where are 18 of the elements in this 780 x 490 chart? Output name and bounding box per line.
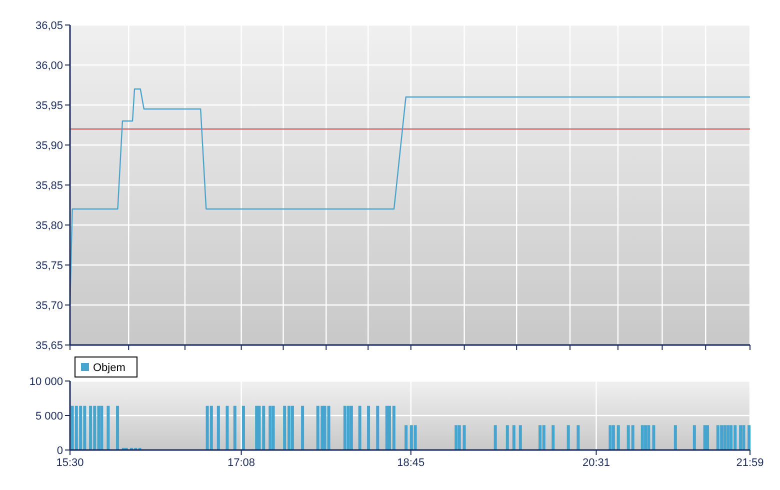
x-tick-label: 20:31 [582,457,610,469]
y-tick-label: 35,80 [35,220,63,232]
x-tick-label: 18:45 [397,457,425,469]
y-tick-label: 35,90 [35,140,63,152]
x-tick-label: 17:08 [228,457,256,469]
y-tick-label: 10 000 [29,376,63,388]
x-tick-label: 21:59 [736,457,764,469]
y-tick-label: 35,95 [35,100,63,112]
x-tick-label: 15:30 [56,457,84,469]
y-tick-label: 35,75 [35,260,63,272]
y-tick-label: 36,05 [35,20,63,32]
y-tick-label: 35,65 [35,340,63,352]
y-tick-label: 35,70 [35,300,63,312]
y-tick-label: 35,85 [35,180,63,192]
y-tick-label: 0 [56,444,63,457]
y-tick-label: 5 000 [35,410,63,422]
legend-label: Objem [93,362,126,374]
y-tick-label: 36,00 [35,60,63,72]
